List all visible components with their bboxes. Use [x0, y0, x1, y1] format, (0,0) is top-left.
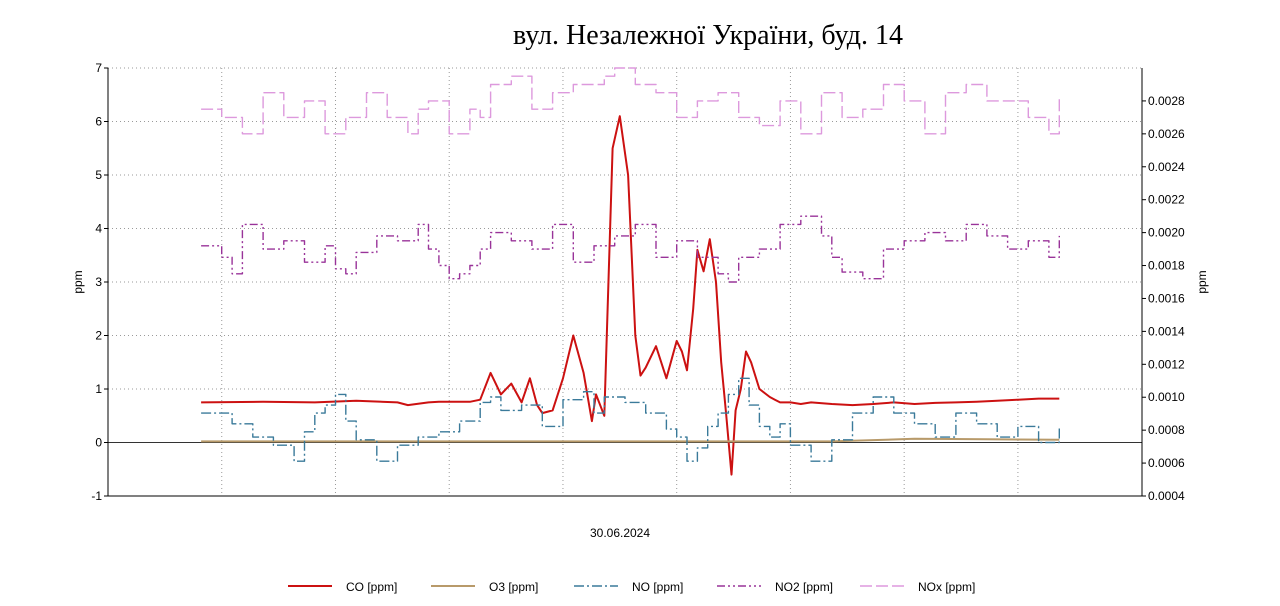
right-tick-label: 0.0020 — [1148, 226, 1185, 240]
series-line-nox — [201, 67, 1060, 135]
left-tick-label: 5 — [95, 168, 102, 182]
series-line-o3 — [201, 437, 1060, 443]
legend-label-no2: NO2 [ppm] — [775, 580, 833, 594]
legend-label-co: CO [ppm] — [346, 580, 397, 594]
legend-label-nox: NOx [ppm] — [918, 580, 975, 594]
right-tick-label: 0.0018 — [1148, 259, 1185, 273]
right-tick-label: 0.0016 — [1148, 291, 1185, 305]
right-tick-label: 0.0010 — [1148, 390, 1185, 404]
right-tick-label: 0.0006 — [1148, 456, 1185, 470]
series-line-no2 — [201, 215, 1060, 283]
right-tick-label: 0.0012 — [1148, 357, 1185, 371]
left-tick-label: 2 — [95, 329, 102, 343]
left-tick-label: 1 — [95, 382, 102, 396]
series-layer — [201, 67, 1060, 476]
right-axis-ticks: 0.0004 0.0006 0.0008 0.0010 0.0012 0.0014 0.00… — [1142, 94, 1185, 503]
right-tick-label: 0.0022 — [1148, 193, 1185, 207]
left-tick-label: -1 — [91, 489, 102, 503]
right-tick-label: 0.0008 — [1148, 423, 1185, 437]
series-line-no — [201, 377, 1060, 462]
legend-label-o3: O3 [ppm] — [489, 580, 538, 594]
left-tick-label: 4 — [95, 222, 102, 236]
left-tick-label: 3 — [95, 275, 102, 289]
right-tick-label: 0.0028 — [1148, 94, 1185, 108]
left-tick-label: 7 — [95, 61, 102, 75]
legend: CO [ppm] O3 [ppm] NO [ppm] NO2 [ppm] NOx [pp… — [288, 580, 975, 594]
left-tick-label: 0 — [95, 436, 102, 450]
series-line-co — [201, 115, 1060, 476]
right-tick-label: 0.0026 — [1148, 127, 1185, 141]
left-tick-label: 6 — [95, 115, 102, 129]
right-tick-label: 0.0004 — [1148, 489, 1185, 503]
x-axis-label: 30.06.2024 — [590, 526, 650, 540]
legend-label-no: NO [ppm] — [632, 580, 683, 594]
left-axis-ticks: -1 0 1 2 3 4 5 6 7 — [91, 61, 108, 503]
chart-title: вул. Незалежної України, буд. 14 — [513, 20, 903, 51]
y-axis-label-right: ppm — [1195, 270, 1209, 293]
y-axis-label-left: ppm — [71, 270, 85, 293]
right-tick-label: 0.0024 — [1148, 160, 1185, 174]
right-tick-label: 0.0014 — [1148, 324, 1185, 338]
